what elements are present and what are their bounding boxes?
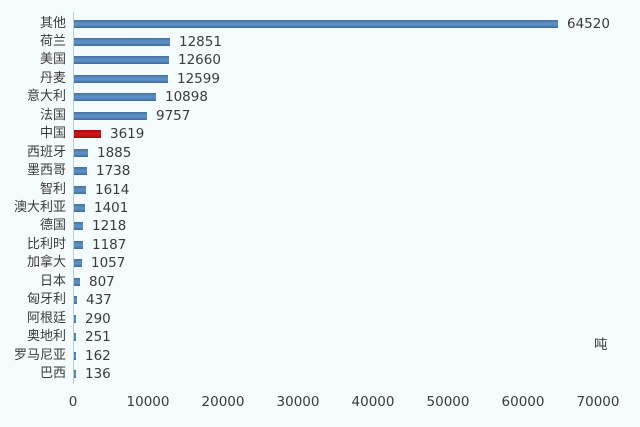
category-label: 丹麦 [39, 70, 66, 86]
x-tick-label: 40000 [351, 394, 395, 410]
bar [74, 296, 77, 305]
value-label: 3619 [110, 126, 145, 143]
value-label: 64520 [567, 15, 610, 32]
category-label: 西班牙 [26, 144, 66, 160]
bar [74, 93, 156, 102]
category-label: 德国 [39, 218, 66, 234]
bar [74, 111, 147, 120]
value-label: 9757 [156, 107, 191, 124]
category-label: 阿根廷 [26, 310, 66, 326]
value-label: 1218 [92, 218, 127, 235]
bar [74, 56, 169, 65]
category-label: 巴西 [39, 366, 66, 382]
bar [74, 277, 80, 286]
x-tick-label: 50000 [426, 394, 470, 410]
value-label: 1738 [96, 163, 131, 180]
bar [74, 204, 85, 212]
x-tick-label: 20000 [201, 394, 245, 410]
value-label: 1187 [92, 236, 127, 253]
category-label: 其他 [39, 15, 66, 31]
value-label: 1057 [91, 255, 126, 272]
category-label: 智利 [39, 181, 66, 197]
value-label: 12599 [177, 70, 220, 87]
bar [74, 259, 82, 268]
value-label: 10898 [165, 89, 208, 106]
category-label: 澳大利亚 [13, 200, 66, 215]
bar [74, 333, 76, 342]
bar [74, 185, 86, 194]
bar [74, 74, 168, 83]
value-label: 1614 [95, 181, 130, 198]
y-axis-line [73, 12, 74, 385]
value-label: 162 [85, 347, 111, 364]
category-label: 美国 [39, 52, 66, 68]
bar [74, 240, 83, 249]
bar [74, 19, 558, 28]
value-label: 251 [85, 329, 111, 346]
category-label: 匈牙利 [26, 292, 66, 308]
bar-highlight [74, 130, 101, 139]
bar [74, 222, 83, 231]
x-tick-label: 70000 [576, 394, 620, 410]
x-tick-label: 30000 [276, 394, 320, 410]
value-label: 807 [89, 273, 115, 290]
category-label: 荷兰 [39, 33, 66, 49]
category-label: 意大利 [26, 89, 66, 105]
value-label: 12660 [178, 52, 221, 69]
x-tick-label: 60000 [501, 394, 545, 410]
category-label: 法国 [39, 107, 66, 123]
x-tick-label: 0 [68, 394, 78, 410]
value-label: 1401 [94, 200, 129, 216]
category-label: 比利时 [26, 236, 66, 252]
category-label: 奥地利 [26, 329, 66, 345]
bar [74, 370, 76, 379]
bar [74, 314, 76, 323]
value-label: 290 [85, 310, 111, 327]
x-tick-label: 10000 [126, 394, 170, 410]
value-label: 12851 [179, 33, 222, 50]
category-label: 加拿大 [26, 255, 66, 271]
bar [74, 148, 88, 157]
value-label: 437 [86, 292, 112, 309]
bar [74, 351, 76, 360]
unit-label: 吨 [594, 337, 608, 353]
category-label: 罗马尼亚 [13, 347, 66, 363]
value-label: 136 [85, 366, 111, 383]
value-label: 1885 [97, 144, 132, 161]
bar [74, 37, 170, 46]
category-label: 日本 [39, 273, 66, 289]
category-label: 墨西哥 [26, 163, 66, 179]
category-label: 中国 [39, 126, 66, 142]
bar [74, 167, 87, 176]
